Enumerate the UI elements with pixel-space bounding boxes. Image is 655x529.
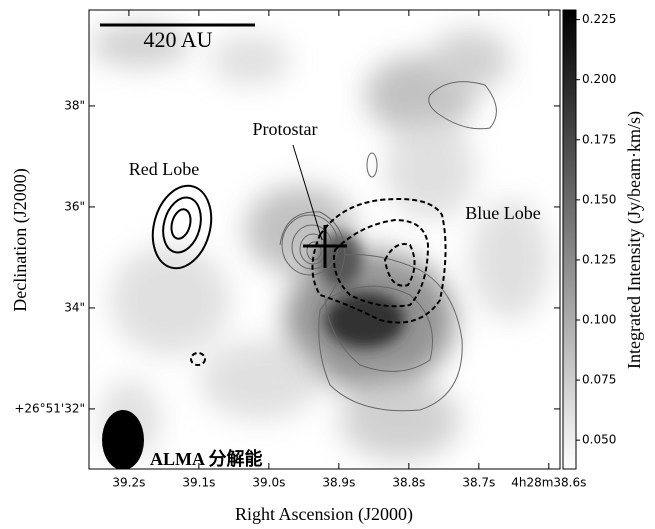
colorbar-tick-label: 0.200 <box>582 72 616 86</box>
colorbar-tick-label: 0.075 <box>582 373 616 387</box>
colorbar-tick-label: 0.050 <box>582 433 616 447</box>
colorbar-tick-label: 0.175 <box>582 132 616 146</box>
y-tick-label: 34" <box>64 300 85 314</box>
x-tick-label: 39.1s <box>182 476 215 490</box>
y-tick-label: 38" <box>64 98 85 112</box>
x-tick-label: 38.7s <box>462 476 495 490</box>
protostar-label: Protostar <box>253 119 318 139</box>
x-axis-label: Right Ascension (J2000) <box>235 504 413 525</box>
colorbar-tick-label: 0.225 <box>582 12 616 26</box>
blue-lobe-label: Blue Lobe <box>465 203 540 223</box>
y-tick-label: +26°51'32" <box>14 401 85 415</box>
beam-label: ALMA 分解能 <box>150 448 263 469</box>
colorbar-label: Integrated Intensity (Jy/beam·km/s) <box>624 111 645 369</box>
colorbar-tick-label: 0.150 <box>582 192 616 206</box>
x-tick-label: 38.9s <box>322 476 355 490</box>
intensity-map <box>89 10 560 470</box>
x-tick-label: 39.2s <box>112 476 145 490</box>
colorbar <box>563 10 576 469</box>
figure: 420 AU Protostar Red Lobe Blue Lobe ALMA… <box>0 0 655 529</box>
y-tick-label: 36" <box>64 199 85 213</box>
colorbar-tick-label: 0.100 <box>582 313 616 327</box>
x-tick-label: 4h28m38.6s <box>511 476 586 490</box>
x-tick-label: 39.0s <box>252 476 285 490</box>
scale-bar-label: 420 AU <box>143 27 212 52</box>
x-tick-label: 38.8s <box>392 476 425 490</box>
red-lobe-label: Red Lobe <box>129 159 199 179</box>
colorbar-tick-label: 0.125 <box>582 252 616 266</box>
y-axis-label: Declination (J2000) <box>10 168 31 311</box>
